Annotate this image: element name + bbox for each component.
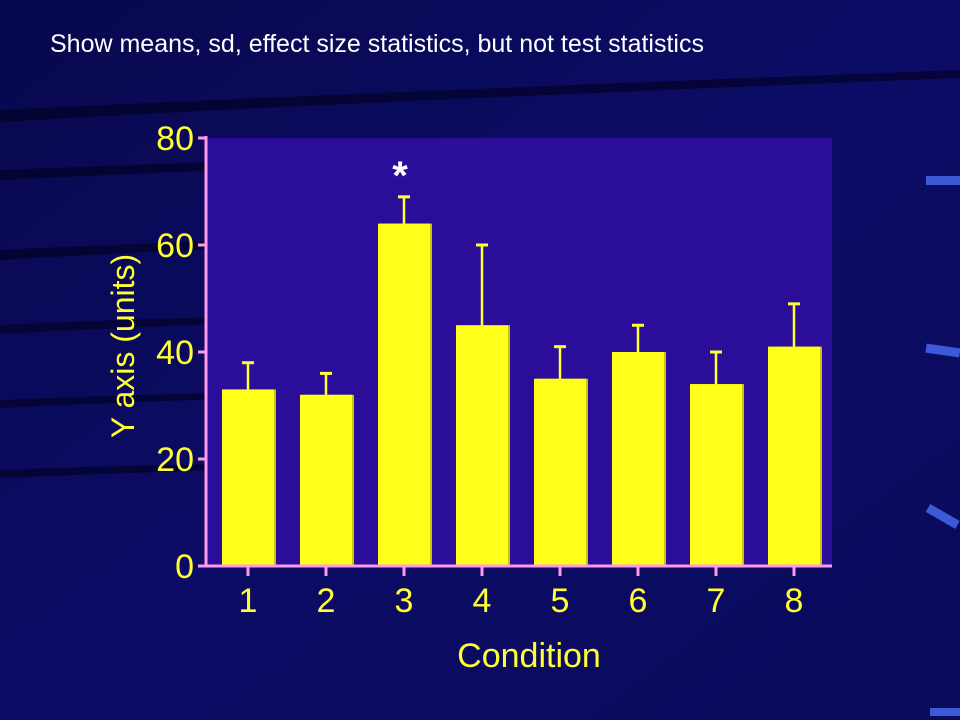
y-tick-label: 60 <box>156 227 194 265</box>
bar <box>300 394 352 566</box>
error-bars-group <box>242 195 800 395</box>
bar <box>534 378 586 566</box>
bar <box>456 325 508 566</box>
x-tick-label: 4 <box>473 582 492 620</box>
x-tick-label: 7 <box>707 582 726 620</box>
x-tick-label: 8 <box>785 582 804 620</box>
significance-marker: * <box>392 154 408 198</box>
x-tick-label: 5 <box>551 582 570 620</box>
bar <box>690 384 742 566</box>
bar <box>612 352 664 566</box>
y-axis-label: Y axis (units) <box>105 254 141 438</box>
y-tick-label: 0 <box>175 548 194 586</box>
y-tick-label: 20 <box>156 441 194 479</box>
x-tick-label: 3 <box>395 582 414 620</box>
right-edge-accents <box>925 176 960 716</box>
bars-group <box>222 223 822 566</box>
slide-title: Show means, sd, effect size statistics, … <box>50 30 704 58</box>
y-tick-label: 80 <box>156 120 194 158</box>
bar <box>222 389 274 566</box>
y-tick-label: 40 <box>156 334 194 372</box>
bar <box>378 223 430 566</box>
axes-group <box>198 136 832 576</box>
x-axis-label: Condition <box>457 637 601 675</box>
x-tick-label: 2 <box>317 582 336 620</box>
labels-group: 0 20 40 60 80 1 2 3 4 5 6 7 8 * <box>156 120 803 620</box>
bar <box>768 346 820 566</box>
x-tick-label: 1 <box>239 582 258 620</box>
x-tick-label: 6 <box>629 582 648 620</box>
